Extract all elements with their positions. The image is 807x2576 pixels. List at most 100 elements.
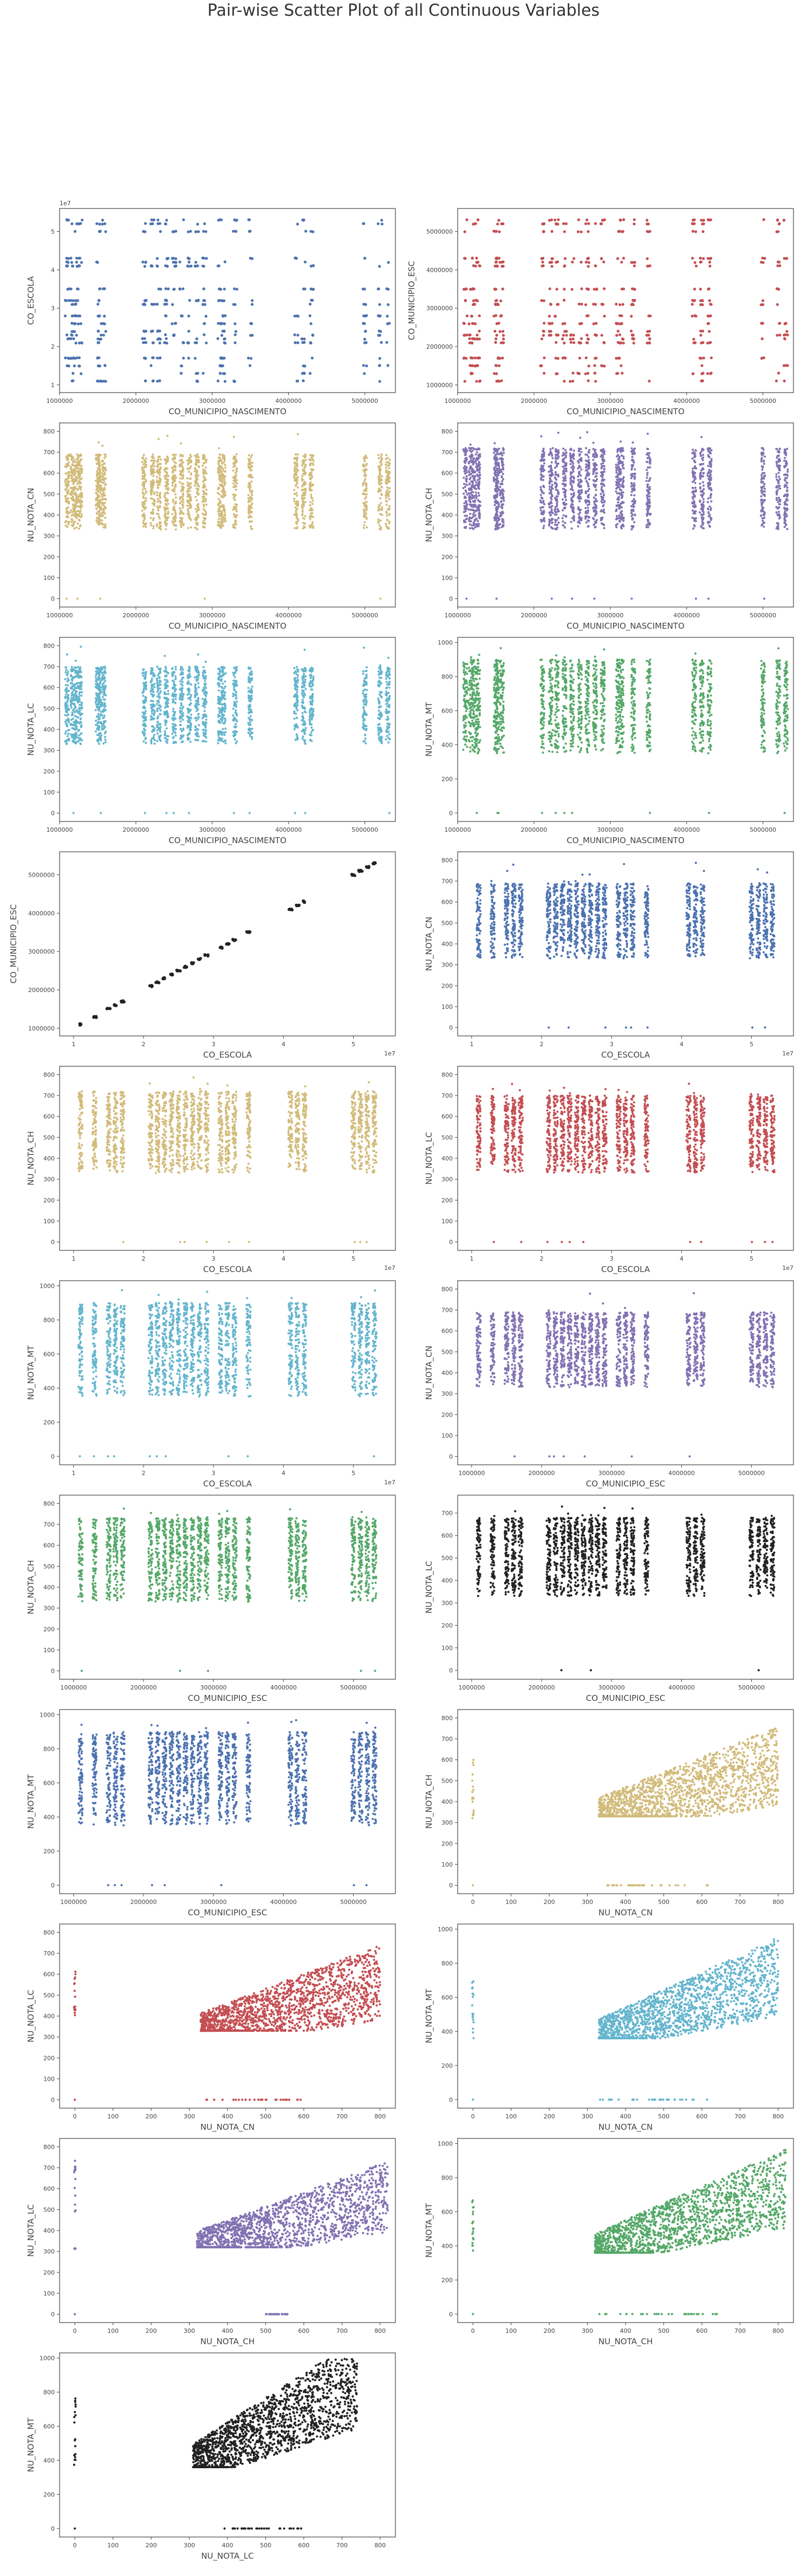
data-point	[67, 337, 69, 340]
data-point	[296, 315, 298, 317]
data-point	[577, 230, 580, 233]
data-point	[65, 483, 67, 485]
data-point	[160, 458, 162, 460]
data-point	[222, 462, 224, 465]
data-point	[188, 507, 191, 509]
data-point	[104, 502, 106, 504]
data-point	[142, 519, 145, 521]
data-point	[144, 503, 146, 505]
data-point	[543, 322, 545, 324]
data-point	[776, 303, 779, 306]
data-point	[692, 230, 694, 233]
data-point	[473, 303, 476, 305]
data-point	[710, 218, 712, 221]
data-point	[235, 476, 237, 478]
data-point	[622, 288, 625, 290]
data-point	[156, 494, 158, 497]
data-point	[77, 510, 80, 512]
data-point	[543, 230, 545, 233]
data-point	[380, 341, 383, 344]
data-point	[204, 518, 206, 520]
data-point	[72, 461, 74, 464]
data-point	[180, 474, 182, 476]
data-point	[468, 337, 471, 340]
data-point	[617, 341, 620, 344]
data-point	[141, 491, 144, 493]
data-point	[236, 453, 238, 455]
data-point	[235, 503, 237, 505]
data-point	[80, 510, 82, 512]
data-point	[691, 257, 694, 259]
data-point	[145, 490, 147, 492]
data-point	[221, 299, 224, 302]
data-point	[75, 526, 77, 529]
data-point	[194, 231, 197, 233]
data-point	[142, 514, 144, 516]
data-point	[632, 338, 635, 341]
data-point	[622, 338, 624, 341]
data-point	[478, 356, 481, 359]
x-tick-label: 5000000	[352, 397, 378, 405]
data-point	[223, 288, 226, 290]
data-point	[201, 501, 204, 503]
data-point	[142, 505, 144, 507]
data-point	[219, 372, 222, 375]
data-point	[251, 303, 253, 306]
data-point	[67, 474, 69, 477]
data-point	[221, 322, 224, 325]
data-point	[195, 372, 198, 375]
data-point	[563, 299, 565, 302]
data-point	[80, 261, 83, 264]
data-point	[141, 461, 144, 463]
data-point	[471, 357, 474, 360]
data-point	[65, 495, 67, 497]
data-point	[587, 265, 590, 268]
data-point	[180, 511, 182, 513]
data-point	[585, 356, 588, 359]
data-point	[224, 467, 226, 469]
data-point	[195, 519, 197, 521]
data-point	[222, 486, 224, 488]
data-point	[96, 508, 98, 510]
data-point	[186, 505, 188, 507]
data-point	[103, 505, 105, 507]
data-point	[250, 525, 252, 527]
data-point	[180, 364, 183, 367]
data-point	[100, 475, 102, 478]
data-point	[175, 525, 177, 527]
data-point	[197, 299, 200, 302]
data-point	[182, 218, 185, 221]
data-point	[549, 261, 551, 264]
data-point	[166, 519, 168, 521]
data-point	[97, 485, 100, 487]
data-point	[156, 491, 158, 493]
data-point	[182, 471, 184, 473]
data-point	[218, 503, 220, 505]
data-point	[494, 314, 497, 317]
data-point	[75, 498, 77, 500]
x-tick-label: 3000000	[597, 397, 623, 405]
data-point	[249, 487, 251, 490]
data-point	[67, 219, 70, 221]
data-point	[71, 372, 74, 375]
data-point	[622, 303, 624, 306]
data-point	[77, 459, 79, 461]
data-point	[74, 479, 76, 481]
data-point	[77, 471, 80, 473]
data-point	[97, 315, 100, 317]
data-point	[701, 372, 704, 375]
data-point	[571, 288, 574, 291]
data-point	[379, 357, 381, 360]
data-point	[588, 364, 590, 367]
data-point	[218, 498, 220, 500]
data-point	[198, 461, 200, 464]
data-point	[195, 508, 197, 510]
data-point	[173, 490, 175, 492]
data-point	[202, 481, 204, 483]
data-point	[620, 341, 622, 344]
data-point	[75, 514, 77, 517]
data-point	[364, 330, 367, 332]
data-point	[142, 341, 145, 344]
data-point	[190, 526, 192, 529]
data-point	[550, 257, 553, 260]
